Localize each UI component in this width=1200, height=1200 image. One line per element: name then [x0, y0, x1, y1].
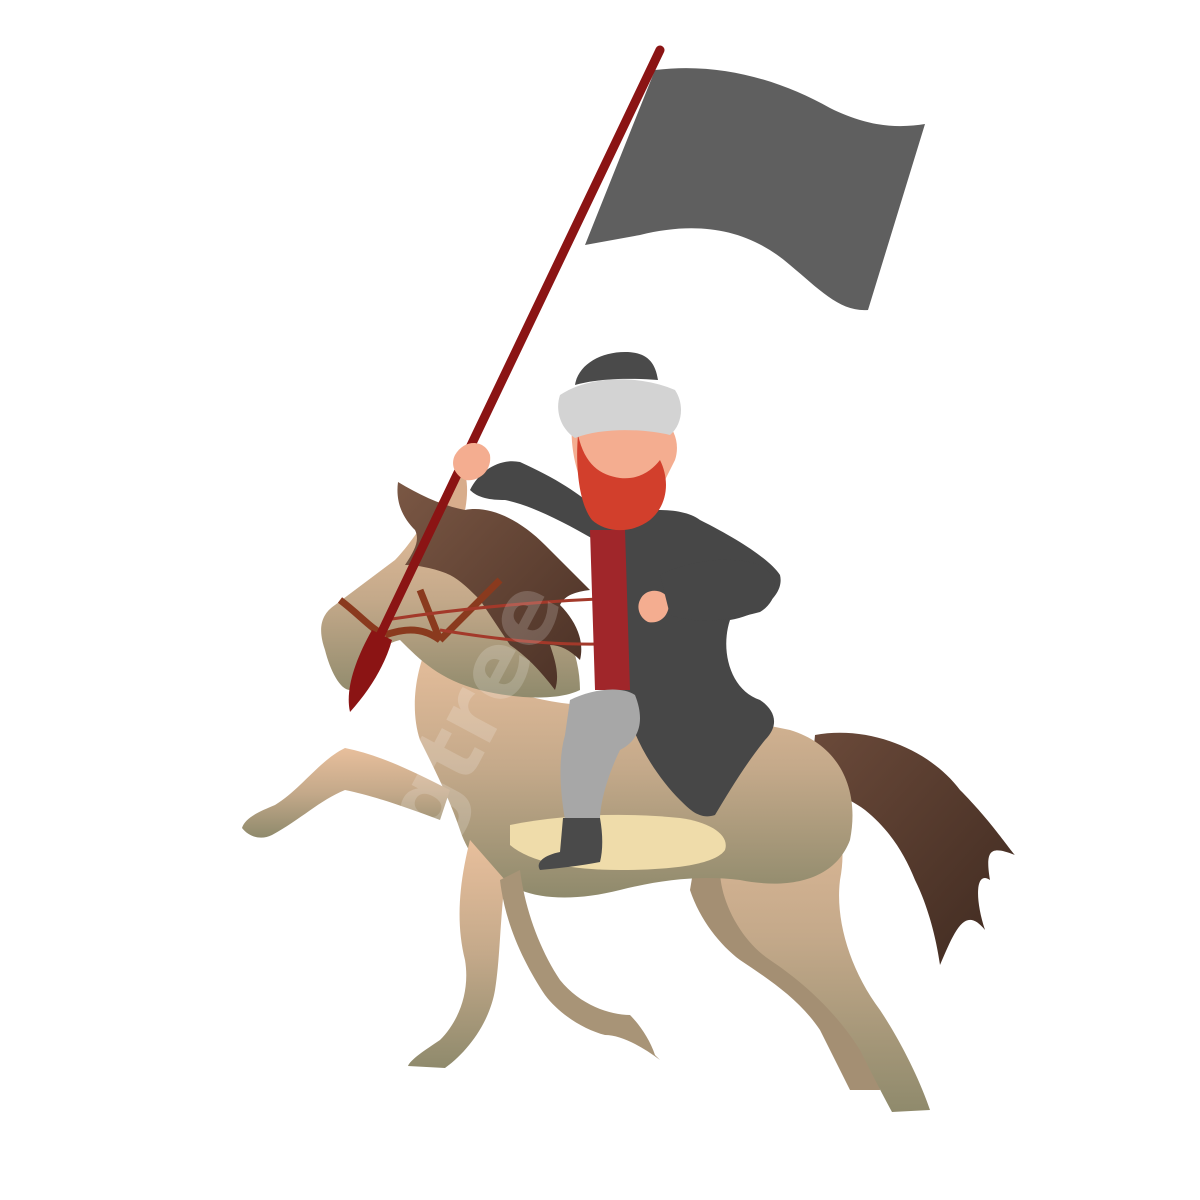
horse-front-leg — [500, 870, 660, 1060]
rider-hand — [453, 442, 491, 481]
rider-hand — [638, 590, 669, 623]
rider-boot — [538, 818, 603, 870]
rider-sleeve — [660, 559, 775, 621]
horse-front-leg — [242, 748, 450, 838]
rider-turban — [558, 379, 682, 438]
rider-trousers — [560, 689, 640, 820]
flag-pole — [373, 45, 665, 645]
horse-front-leg — [408, 840, 505, 1068]
rider-hat — [575, 352, 658, 385]
flag-pole-tip — [348, 630, 392, 712]
flag — [585, 68, 925, 311]
rider-shirt — [590, 530, 630, 690]
horse-tail — [810, 732, 1015, 965]
rider-beard — [577, 435, 666, 531]
